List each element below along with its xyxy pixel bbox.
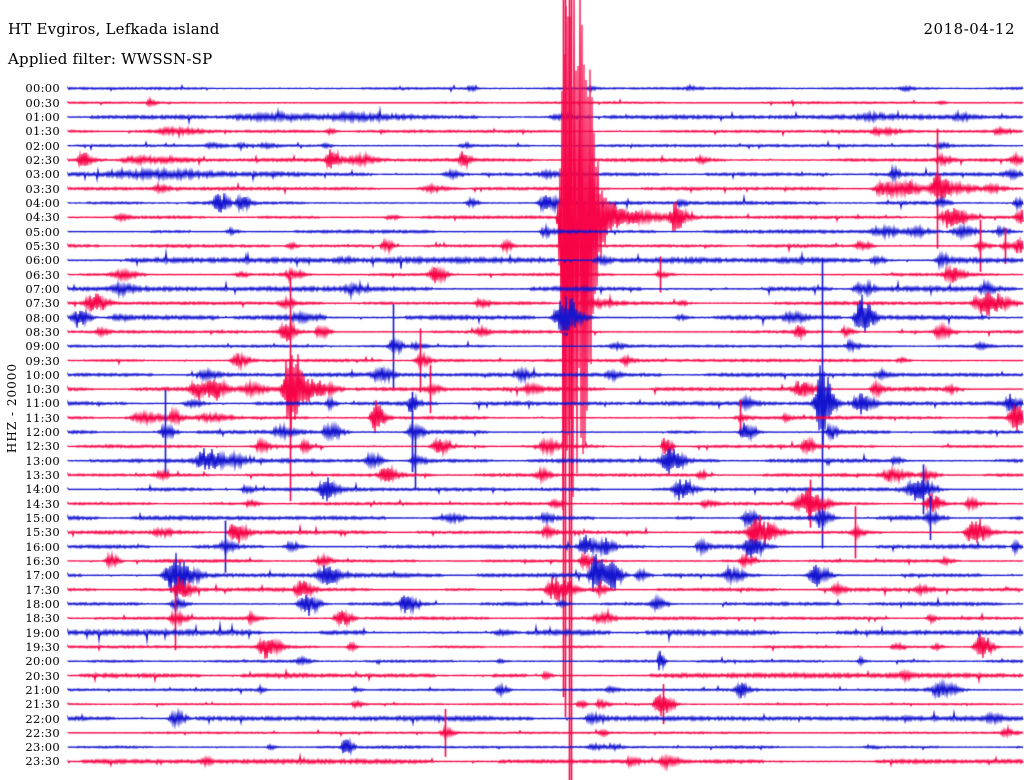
date-label: 2018-04-12 <box>923 20 1015 38</box>
station-title: HT Evgiros, Lefkada island <box>8 20 220 38</box>
applied-filter-label: Applied filter: WWSSN-SP <box>8 50 213 68</box>
channel-scale-label: HHZ - 20000 <box>5 362 19 454</box>
